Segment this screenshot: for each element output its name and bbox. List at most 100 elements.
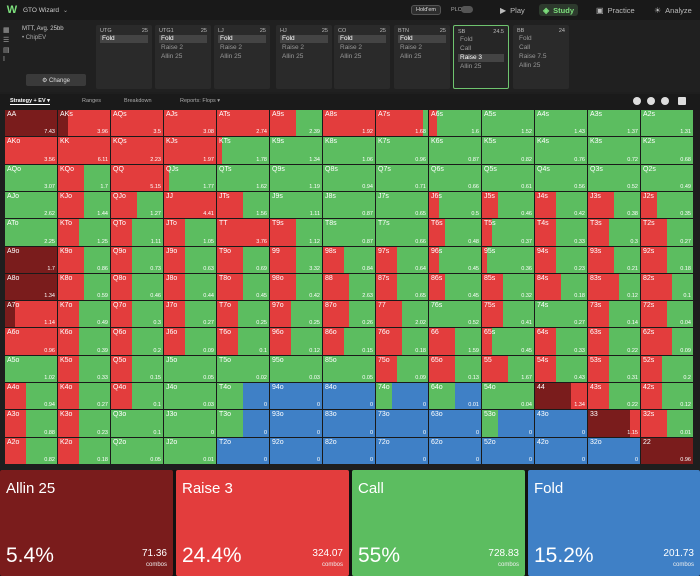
hand-cell[interactable]: Q3s 0.52 <box>588 164 640 191</box>
hand-cell[interactable]: 77 2.02 <box>376 301 428 328</box>
hand-cell[interactable]: J7s 0.65 <box>376 191 428 219</box>
hand-cell[interactable]: Q5s 0.61 <box>482 164 534 191</box>
hand-cell[interactable]: J5s 0.46 <box>482 191 534 219</box>
hand-cell[interactable]: Q4s 0.56 <box>535 164 587 191</box>
hand-cell[interactable]: KJo 1.44 <box>58 191 110 219</box>
hand-cell[interactable]: A6s 1.6 <box>429 110 481 137</box>
hand-cell[interactable]: 22 0.96 <box>641 437 693 464</box>
hand-cell[interactable]: 73o 0 <box>376 410 428 437</box>
position-option[interactable]: Raise 2 <box>282 44 305 51</box>
app-title[interactable]: GTO Wizard <box>23 6 59 14</box>
hand-cell[interactable]: Q4o 0.1 <box>111 383 163 410</box>
hand-cell[interactable]: 98o 0.42 <box>270 273 322 301</box>
hand-cell[interactable]: T3s 0.3 <box>588 219 640 246</box>
position-option[interactable]: Fold <box>519 35 532 42</box>
hand-cell[interactable]: 94s 0.23 <box>535 246 587 273</box>
hand-cell[interactable]: 53o 0 <box>482 410 534 437</box>
hand-cell[interactable]: QTo 1.11 <box>111 219 163 246</box>
hand-cell[interactable]: 93s 0.21 <box>588 246 640 273</box>
position-option[interactable]: Allin 25 <box>161 53 183 60</box>
hand-cell[interactable]: J9o 0.63 <box>164 246 216 273</box>
position-option[interactable]: Allin 25 <box>400 53 422 60</box>
hand-cell[interactable]: AA 7.43 <box>5 110 57 137</box>
hand-cell[interactable]: J5o 0.05 <box>164 355 216 383</box>
chevron-down-icon[interactable]: ⌄ <box>63 7 69 14</box>
hand-cell[interactable]: A7o 1.14 <box>5 301 57 328</box>
hand-cell[interactable]: J6o 0.09 <box>164 328 216 355</box>
hand-cell[interactable]: Q6o 0.2 <box>111 328 163 355</box>
position-option[interactable]: Fold <box>218 35 266 43</box>
position-option[interactable]: Fold <box>280 35 328 43</box>
position-option[interactable]: Allin 25 <box>282 53 304 60</box>
half-circle-icon[interactable] <box>647 97 655 105</box>
position-card-btn[interactable]: BTN 25 Fold Raise 2 Allin 25 <box>394 25 450 89</box>
hand-cell[interactable]: 96s 0.45 <box>429 246 481 273</box>
hand-cell[interactable]: 99 3.32 <box>270 246 322 273</box>
hand-cell[interactable]: 92s 0.18 <box>641 246 693 273</box>
hand-cell[interactable]: A7s 1.68 <box>376 110 428 137</box>
position-option[interactable]: Fold <box>159 35 207 43</box>
hand-cell[interactable]: KTs 1.78 <box>217 137 269 164</box>
hand-cell[interactable]: 64s 0.33 <box>535 328 587 355</box>
hand-cell[interactable]: A9s 2.39 <box>270 110 322 137</box>
hand-cell[interactable]: 87s 0.65 <box>376 273 428 301</box>
hand-cell[interactable]: 74s 0.27 <box>535 301 587 328</box>
hand-cell[interactable]: T7o 0.25 <box>217 301 269 328</box>
hand-cell[interactable]: J8o 0.44 <box>164 273 216 301</box>
hand-cell[interactable]: Q2s 0.49 <box>641 164 693 191</box>
hand-cell[interactable]: A5s 1.52 <box>482 110 534 137</box>
hand-cell[interactable]: A6o 0.96 <box>5 328 57 355</box>
hand-cell[interactable]: AQo 3.07 <box>5 164 57 191</box>
hand-cell[interactable]: J7o 0.27 <box>164 301 216 328</box>
hand-cell[interactable]: 92o 0 <box>270 437 322 464</box>
hand-cell[interactable]: 76s 0.52 <box>429 301 481 328</box>
hand-cell[interactable]: 33 1.15 <box>588 410 640 437</box>
hand-cell[interactable]: 97s 0.64 <box>376 246 428 273</box>
hand-cell[interactable]: 62o 0 <box>429 437 481 464</box>
hand-cell[interactable]: Q3o 0.1 <box>111 410 163 437</box>
hand-cell[interactable]: AJo 2.62 <box>5 191 57 219</box>
hand-cell[interactable]: 54s 0.43 <box>535 355 587 383</box>
hand-cell[interactable]: 93o 0 <box>270 410 322 437</box>
hand-cell[interactable]: 82s 0.1 <box>641 273 693 301</box>
hand-cell[interactable]: K6o 0.39 <box>58 328 110 355</box>
view-mode-icon[interactable] <box>633 97 641 105</box>
hand-cell[interactable]: K2o 0.18 <box>58 437 110 464</box>
hand-cell[interactable]: JTs 1.56 <box>217 191 269 219</box>
hand-cell[interactable]: J2o 0.01 <box>164 437 216 464</box>
plo-switch[interactable] <box>461 6 473 13</box>
hand-cell[interactable]: J3s 0.38 <box>588 191 640 219</box>
hand-cell[interactable]: T8s 0.87 <box>323 219 375 246</box>
hand-cell[interactable]: 95s 0.36 <box>482 246 534 273</box>
hand-cell[interactable]: 43o 0 <box>535 410 587 437</box>
action-box-raise[interactable]: Raise 3 24.4% 324.07 combos <box>176 470 349 576</box>
position-card-hj[interactable]: HJ 25 Fold Raise 2 Allin 25 <box>276 25 332 89</box>
hand-cell[interactable]: 75o 0.09 <box>376 355 428 383</box>
hand-cell[interactable]: T3o 0 <box>217 410 269 437</box>
hand-cell[interactable]: 43s 0.22 <box>588 383 640 410</box>
nav-practice[interactable]: ▣ Practice <box>592 4 639 16</box>
hand-cell[interactable]: 84s 0.18 <box>535 273 587 301</box>
position-card-co[interactable]: CO 25 Fold Raise 2 Allin 25 <box>334 25 390 89</box>
hand-cell[interactable]: 54o 0.04 <box>482 383 534 410</box>
position-option[interactable]: Fold <box>100 35 148 43</box>
hand-cell[interactable]: 52o 0 <box>482 437 534 464</box>
hand-cell[interactable]: A4s 1.43 <box>535 110 587 137</box>
hand-cell[interactable]: A3s 1.37 <box>588 110 640 137</box>
hand-cell[interactable]: Q5o 0.15 <box>111 355 163 383</box>
tab-breakdown[interactable]: Breakdown <box>124 98 152 104</box>
position-option[interactable]: Raise 2 <box>220 44 243 51</box>
hand-cell[interactable]: 55 1.67 <box>482 355 534 383</box>
tab-reports[interactable]: Reports: Flops ▾ <box>180 98 221 104</box>
hand-cell[interactable]: 82o 0 <box>323 437 375 464</box>
hand-cell[interactable]: Q8o 0.46 <box>111 273 163 301</box>
hand-cell[interactable]: 63o 0 <box>429 410 481 437</box>
hand-cell[interactable]: QJs 1.77 <box>164 164 216 191</box>
hand-cell[interactable]: K8o 0.59 <box>58 273 110 301</box>
position-option[interactable]: Fold <box>398 35 446 43</box>
position-card-utg1[interactable]: UTG1 25 Fold Raise 2 Allin 25 <box>155 25 211 89</box>
hand-cell[interactable]: 97o 0.25 <box>270 301 322 328</box>
position-card-lj[interactable]: LJ 25 Fold Raise 2 Allin 25 <box>214 25 270 89</box>
hand-cell[interactable]: Q6s 0.66 <box>429 164 481 191</box>
hand-cell[interactable]: T2s 0.27 <box>641 219 693 246</box>
